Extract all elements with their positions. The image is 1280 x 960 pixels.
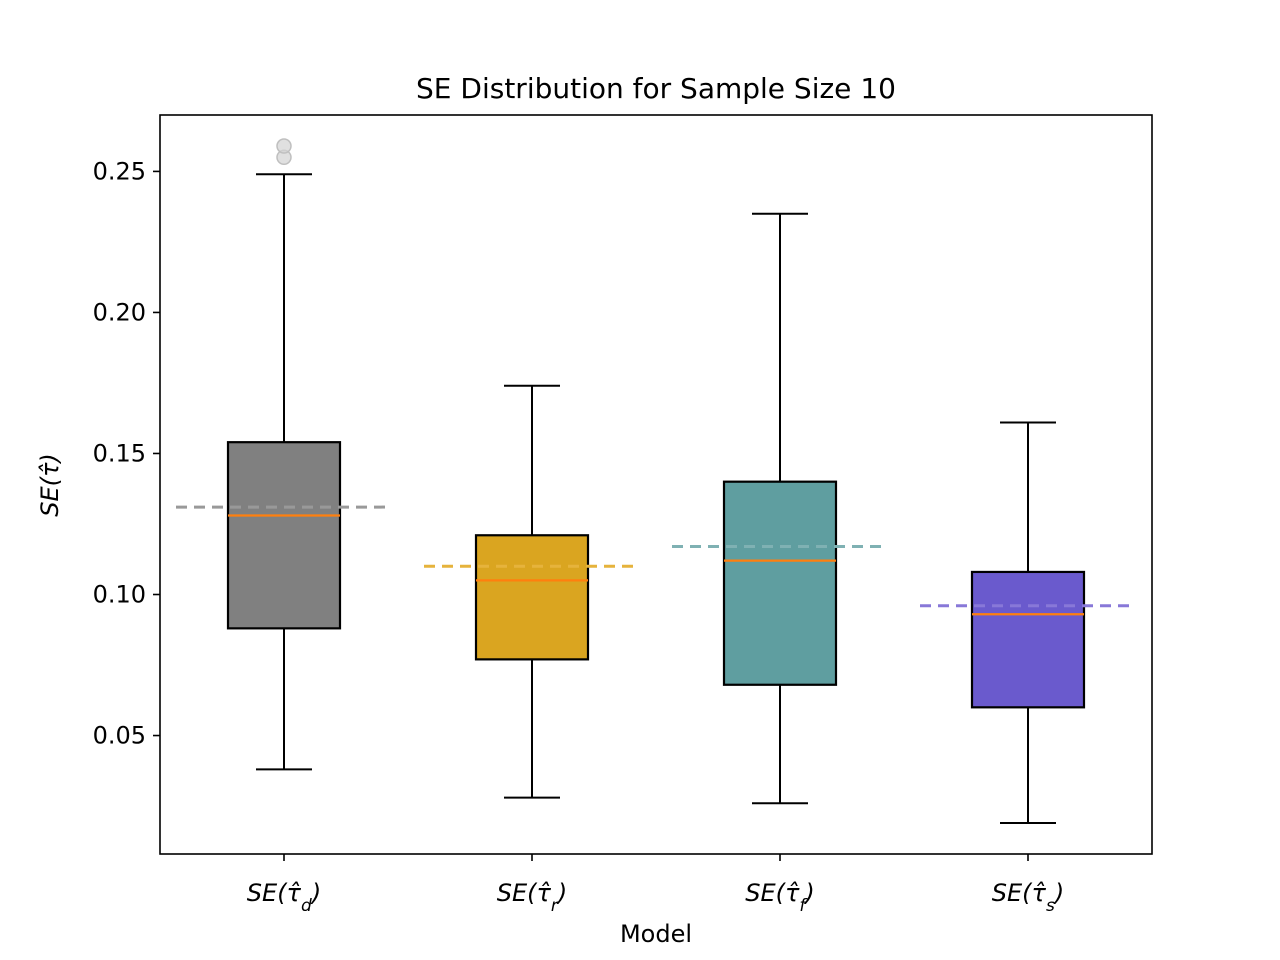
box-group-f [672, 212, 888, 805]
plot-area [176, 138, 1136, 824]
box [722, 480, 838, 686]
box [474, 534, 590, 661]
y-tick-label: 0.20 [93, 298, 146, 326]
x-axis: SE(τ̂d) SE(τ̂r) SE(τ̂f) SE(τ̂s) [247, 854, 1064, 916]
box-group-r [424, 384, 640, 799]
x-tick-label-s: SE(τ̂s) [992, 879, 1064, 916]
outlier-point [276, 138, 292, 154]
x-axis-label: Model [620, 920, 692, 948]
x-tick-label-d: SE(τ̂d) [247, 879, 321, 916]
plot-frame [159, 114, 1153, 855]
chart-title: SE Distribution for Sample Size 10 [416, 72, 896, 105]
box-group-d [176, 138, 392, 771]
y-tick-label: 0.10 [93, 581, 146, 609]
box [226, 441, 342, 630]
y-tick-label: 0.15 [93, 439, 146, 467]
y-axis: 0.05 0.10 0.15 0.20 0.25 [93, 157, 160, 750]
x-tick-label-r: SE(τ̂r) [497, 879, 568, 916]
y-axis-label: SE(τ̂) [36, 453, 64, 517]
y-tick-label: 0.05 [93, 722, 146, 750]
x-tick-label-f: SE(τ̂f) [745, 879, 815, 916]
y-tick-label: 0.25 [93, 157, 146, 185]
box-group-s [920, 421, 1136, 824]
box [970, 570, 1086, 709]
